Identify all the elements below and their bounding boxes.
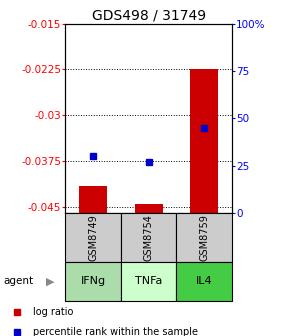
Bar xyxy=(79,186,107,213)
Text: GSM8749: GSM8749 xyxy=(88,214,98,261)
Bar xyxy=(176,262,232,301)
Bar xyxy=(121,262,176,301)
Text: GSM8754: GSM8754 xyxy=(144,214,154,261)
Bar xyxy=(65,262,121,301)
Text: TNFa: TNFa xyxy=(135,277,162,286)
Text: agent: agent xyxy=(3,277,33,286)
Text: GSM8759: GSM8759 xyxy=(199,214,209,261)
Bar xyxy=(135,204,162,213)
Bar xyxy=(176,213,232,262)
Text: IFNg: IFNg xyxy=(81,277,106,286)
Bar xyxy=(190,70,218,213)
Text: percentile rank within the sample: percentile rank within the sample xyxy=(33,327,198,336)
Title: GDS498 / 31749: GDS498 / 31749 xyxy=(92,8,206,23)
Bar xyxy=(121,213,176,262)
Text: log ratio: log ratio xyxy=(33,307,74,317)
Bar xyxy=(65,213,121,262)
Text: ▶: ▶ xyxy=(46,277,55,286)
Text: IL4: IL4 xyxy=(196,277,213,286)
